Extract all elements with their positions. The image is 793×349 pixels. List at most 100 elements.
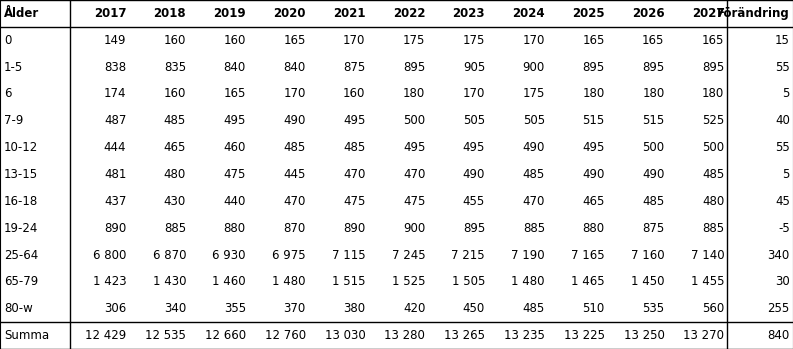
Text: 175: 175: [462, 34, 485, 47]
Text: 1 455: 1 455: [691, 275, 724, 288]
Text: 13 225: 13 225: [564, 329, 605, 342]
Text: 470: 470: [283, 195, 305, 208]
Text: 19-24: 19-24: [4, 222, 38, 235]
Text: 45: 45: [775, 195, 790, 208]
Text: 180: 180: [642, 88, 665, 101]
Text: 437: 437: [104, 195, 126, 208]
Text: 15: 15: [775, 34, 790, 47]
Text: 490: 490: [642, 168, 665, 181]
Text: 485: 485: [164, 114, 186, 127]
Text: 180: 180: [702, 88, 724, 101]
Text: 1 465: 1 465: [571, 275, 605, 288]
Text: 875: 875: [343, 61, 366, 74]
Text: 13 235: 13 235: [504, 329, 545, 342]
Text: 30: 30: [775, 275, 790, 288]
Text: 450: 450: [463, 302, 485, 315]
Text: 6 870: 6 870: [152, 248, 186, 261]
Text: 890: 890: [343, 222, 366, 235]
Text: 160: 160: [163, 88, 186, 101]
Text: 885: 885: [164, 222, 186, 235]
Text: 485: 485: [642, 195, 665, 208]
Text: 2024: 2024: [512, 7, 545, 20]
Text: 6 930: 6 930: [213, 248, 246, 261]
Text: 460: 460: [224, 141, 246, 154]
Text: 13 265: 13 265: [444, 329, 485, 342]
Text: 170: 170: [523, 34, 545, 47]
Text: 160: 160: [224, 34, 246, 47]
Text: 160: 160: [163, 34, 186, 47]
Text: 180: 180: [403, 88, 425, 101]
Text: 430: 430: [164, 195, 186, 208]
Text: 475: 475: [403, 195, 425, 208]
Text: 444: 444: [104, 141, 126, 154]
Text: 480: 480: [164, 168, 186, 181]
Text: 5: 5: [783, 88, 790, 101]
Text: 13 250: 13 250: [623, 329, 665, 342]
Text: 170: 170: [462, 88, 485, 101]
Text: 306: 306: [104, 302, 126, 315]
Text: 485: 485: [283, 141, 305, 154]
Text: 445: 445: [283, 168, 305, 181]
Text: 380: 380: [343, 302, 366, 315]
Text: 55: 55: [775, 141, 790, 154]
Text: 840: 840: [768, 329, 790, 342]
Text: 7 160: 7 160: [631, 248, 665, 261]
Text: 6: 6: [4, 88, 11, 101]
Text: 149: 149: [104, 34, 126, 47]
Text: 165: 165: [283, 34, 305, 47]
Text: 2022: 2022: [393, 7, 425, 20]
Text: 255: 255: [768, 302, 790, 315]
Text: 1-5: 1-5: [4, 61, 23, 74]
Text: 5: 5: [783, 168, 790, 181]
Text: 170: 170: [343, 34, 366, 47]
Text: 475: 475: [224, 168, 246, 181]
Text: 481: 481: [104, 168, 126, 181]
Text: 10-12: 10-12: [4, 141, 38, 154]
Text: 500: 500: [642, 141, 665, 154]
Text: 510: 510: [582, 302, 605, 315]
Text: 875: 875: [642, 222, 665, 235]
Text: 885: 885: [523, 222, 545, 235]
Text: 2027: 2027: [691, 7, 724, 20]
Text: 12 760: 12 760: [265, 329, 305, 342]
Text: 465: 465: [163, 141, 186, 154]
Text: 7 245: 7 245: [392, 248, 425, 261]
Text: 370: 370: [283, 302, 305, 315]
Text: 1 460: 1 460: [213, 275, 246, 288]
Text: 487: 487: [104, 114, 126, 127]
Text: 340: 340: [768, 248, 790, 261]
Text: 895: 895: [582, 61, 605, 74]
Text: 490: 490: [283, 114, 305, 127]
Text: 180: 180: [582, 88, 605, 101]
Text: 470: 470: [523, 195, 545, 208]
Text: 465: 465: [582, 195, 605, 208]
Text: 340: 340: [164, 302, 186, 315]
Text: 895: 895: [642, 61, 665, 74]
Text: 525: 525: [702, 114, 724, 127]
Text: 7 140: 7 140: [691, 248, 724, 261]
Text: 495: 495: [343, 114, 366, 127]
Text: 900: 900: [403, 222, 425, 235]
Text: 25-64: 25-64: [4, 248, 38, 261]
Text: 160: 160: [343, 88, 366, 101]
Text: 895: 895: [403, 61, 425, 74]
Text: 895: 895: [463, 222, 485, 235]
Text: 7 115: 7 115: [331, 248, 366, 261]
Text: 1 505: 1 505: [452, 275, 485, 288]
Text: 2021: 2021: [333, 7, 366, 20]
Text: 870: 870: [283, 222, 305, 235]
Text: 490: 490: [582, 168, 605, 181]
Text: 505: 505: [523, 114, 545, 127]
Text: 7-9: 7-9: [4, 114, 23, 127]
Text: -5: -5: [778, 222, 790, 235]
Text: 174: 174: [104, 88, 126, 101]
Text: 470: 470: [403, 168, 425, 181]
Text: Summa: Summa: [4, 329, 49, 342]
Text: 840: 840: [224, 61, 246, 74]
Text: 1 430: 1 430: [152, 275, 186, 288]
Text: 2019: 2019: [213, 7, 246, 20]
Text: 495: 495: [582, 141, 605, 154]
Text: 880: 880: [224, 222, 246, 235]
Text: 12 535: 12 535: [145, 329, 186, 342]
Text: 440: 440: [224, 195, 246, 208]
